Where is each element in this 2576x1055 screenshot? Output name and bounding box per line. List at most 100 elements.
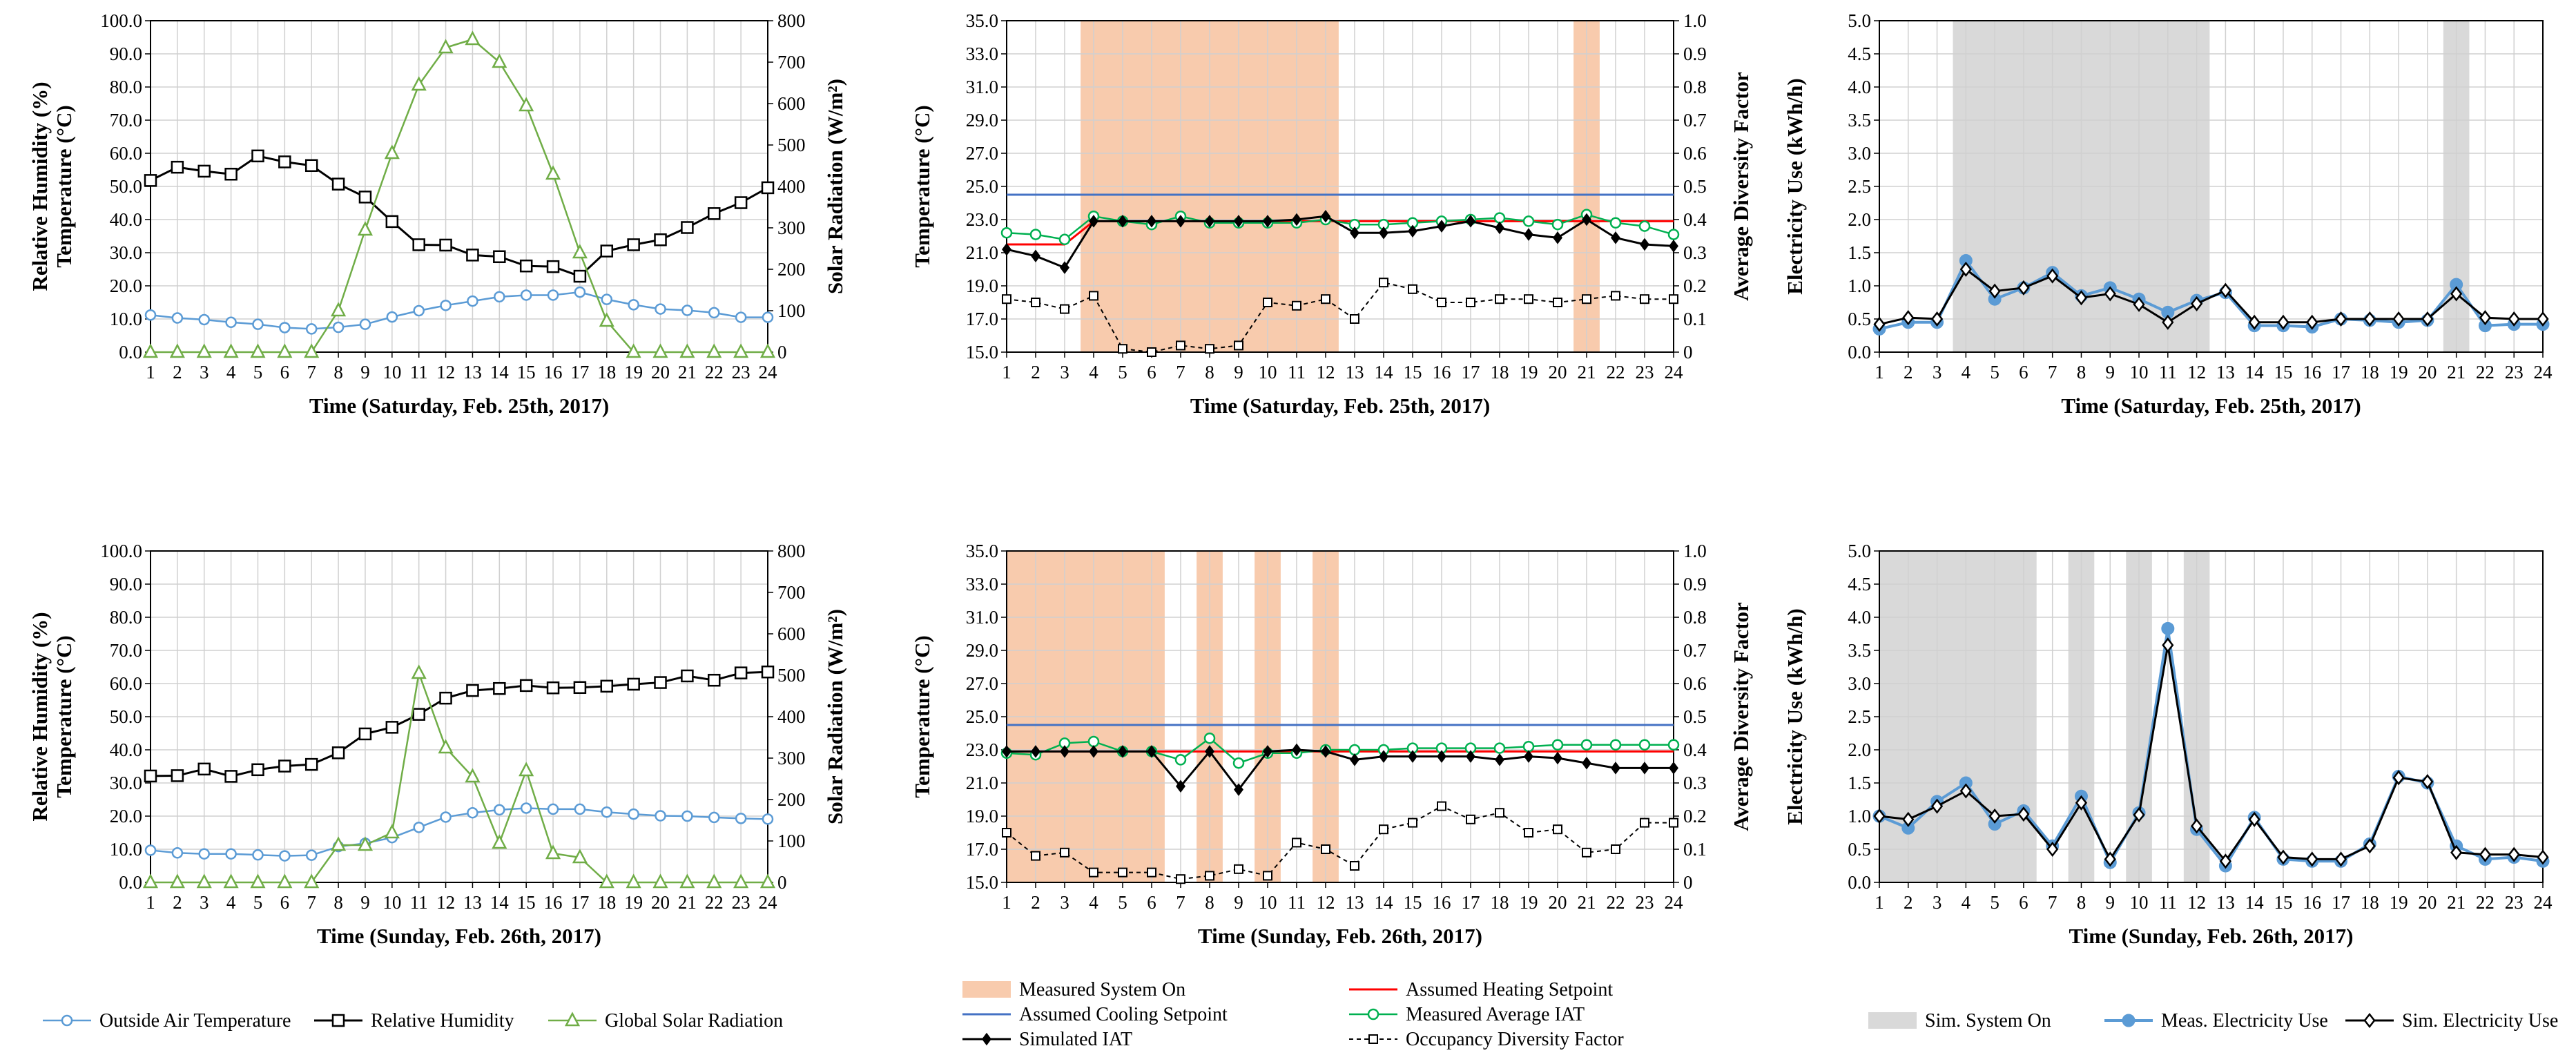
data-point	[1203, 732, 1216, 744]
x-tick-label: 24	[759, 362, 778, 383]
data-point	[654, 233, 667, 246]
legend-item: Measured Average IAT	[1349, 1004, 1585, 1025]
data-point	[304, 757, 318, 771]
x-tick-label: 17	[570, 892, 589, 913]
data-point	[169, 873, 185, 889]
data-point	[224, 770, 238, 783]
data-point	[601, 806, 613, 818]
data-point	[1524, 828, 1533, 838]
x-tick-label: 23	[1636, 362, 1654, 383]
y2-tick-label: 600	[777, 623, 806, 644]
y-tick-label: 5.0	[1848, 10, 1871, 31]
data-point	[1147, 347, 1156, 357]
data-point	[679, 873, 695, 889]
data-point	[1089, 215, 1098, 228]
data-point	[1292, 300, 1301, 311]
data-point	[413, 822, 425, 833]
data-point	[1669, 817, 1678, 828]
x-tick-label: 6	[1147, 362, 1156, 383]
data-point	[1029, 229, 1042, 240]
data-point	[2479, 310, 2492, 326]
data-point	[2450, 844, 2463, 860]
y-tick-label: 10.0	[110, 309, 142, 329]
series-outside-air-temperature	[144, 802, 774, 862]
data-point	[305, 849, 318, 861]
data-point	[2277, 849, 2289, 865]
data-point	[1263, 871, 1272, 881]
data-point	[1147, 867, 1156, 878]
data-point	[546, 260, 560, 273]
data-point	[1205, 871, 1214, 881]
x-tick-label: 14	[1375, 362, 1394, 383]
data-point	[1379, 226, 1388, 240]
data-point	[1234, 340, 1243, 351]
data-point	[171, 847, 184, 859]
data-point	[1058, 233, 1071, 246]
data-point	[733, 873, 749, 889]
x-tick-label: 8	[333, 362, 343, 383]
legend-electricity: Sim. System On Meas. Electricity Use Sim. …	[1868, 1010, 2558, 1032]
x-tick-label: 1	[1875, 892, 1884, 913]
data-point	[1176, 780, 1185, 793]
x-tick-label: 4	[226, 362, 236, 383]
y-tick-label: 60.0	[110, 143, 142, 164]
y-tick-label: 80.0	[110, 77, 142, 97]
series-global-solar-radiation	[142, 664, 776, 889]
data-point	[627, 238, 640, 251]
x-tick-label: 14	[2245, 362, 2265, 383]
data-point	[681, 810, 693, 822]
data-point	[1002, 828, 1011, 838]
data-point	[547, 803, 559, 815]
y-tick-label: 3.0	[1848, 673, 1871, 694]
y-tick-label: 1.0	[1848, 806, 1871, 826]
y2-tick-label: 300	[777, 748, 806, 768]
y-tick-label: 2.5	[1848, 706, 1871, 727]
data-point	[466, 684, 479, 697]
x-tick-label: 22	[2476, 362, 2495, 383]
data-point	[1611, 762, 1620, 775]
y-tick-label: 30.0	[110, 242, 142, 263]
data-point	[412, 708, 425, 721]
x-tick-label: 11	[410, 892, 428, 913]
legend-item: Assumed Cooling Setpoint	[962, 1004, 1228, 1025]
data-point	[599, 312, 614, 327]
x-tick-label: 16	[1433, 362, 1451, 383]
data-point	[599, 873, 614, 889]
x-tick-label: 21	[678, 362, 697, 383]
x-tick-label: 23	[2505, 362, 2524, 383]
data-point	[440, 300, 452, 311]
data-point	[2161, 621, 2175, 635]
data-point	[520, 289, 532, 301]
data-point	[1118, 867, 1127, 878]
data-point	[1147, 215, 1156, 228]
data-point	[411, 664, 427, 679]
legend-weather: Outside Air Temperature Relative Humidity…	[43, 1010, 783, 1032]
plot-frame	[1006, 20, 1674, 353]
y-tick-label: 100.0	[100, 541, 142, 561]
y-tick-label: 60.0	[110, 673, 142, 694]
data-point	[331, 836, 347, 851]
x-tick-label: 13	[2216, 362, 2235, 383]
data-point	[1031, 249, 1040, 263]
y2-tick-label: 0.3	[1683, 773, 1707, 793]
data-point	[2046, 268, 2059, 284]
data-point	[1089, 745, 1098, 758]
legend-label: Sim. Electricity Use	[2402, 1010, 2558, 1032]
x-tick-label: 8	[333, 892, 343, 913]
y-tick-label: 90.0	[110, 574, 142, 594]
x-tick-label: 11	[1288, 362, 1306, 383]
y-tick-label: 29.0	[966, 640, 998, 661]
legend-item: Measured System On	[962, 979, 1185, 1000]
series-sim-electricity-use	[1873, 637, 2549, 869]
x-tick-label: 2	[1904, 892, 1913, 913]
y-tick-label: 2.0	[1848, 739, 1871, 760]
data-point	[1060, 261, 1069, 274]
data-point	[1321, 294, 1330, 304]
data-point	[734, 196, 748, 209]
data-point	[1551, 218, 1564, 231]
y2-tick-label: 0.9	[1683, 574, 1707, 594]
x-tick-label: 14	[490, 362, 510, 383]
data-point	[252, 318, 264, 330]
x-tick-label: 12	[2187, 892, 2206, 913]
x-axis-title: Time (Saturday, Feb. 25th, 2017)	[309, 394, 609, 418]
